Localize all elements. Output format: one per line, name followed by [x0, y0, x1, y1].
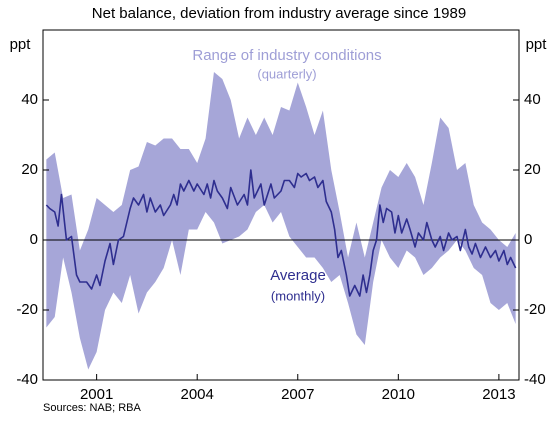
y-axis-label: ppt [526, 36, 548, 53]
chart-subtitle: Net balance, deviation from industry ave… [92, 5, 466, 22]
y-tick-label: -20 [16, 301, 38, 318]
y-tick-label: -40 [16, 371, 38, 388]
y-tick-label: -20 [524, 301, 546, 318]
y-axis-label: ppt [10, 36, 32, 53]
x-tick-label: 2001 [80, 386, 113, 403]
source: Sources: NAB; RBA [43, 402, 141, 414]
y-tick-label: 20 [21, 161, 38, 178]
x-tick-label: 2013 [482, 386, 515, 403]
y-tick-label: 40 [524, 91, 541, 108]
series-label: Average [270, 267, 326, 284]
y-tick-label: 20 [524, 161, 541, 178]
range-label: Range of industry conditions [192, 47, 381, 64]
plot-frame [42, 29, 520, 381]
series-note: (monthly) [271, 288, 325, 303]
range-note: (quarterly) [257, 66, 316, 81]
range-band [46, 72, 516, 370]
x-tick-label: 2004 [181, 386, 214, 403]
y-tick-label: 40 [21, 91, 38, 108]
x-tick-label: 2007 [281, 386, 314, 403]
y-tick-label: 0 [30, 231, 38, 248]
plot-area [43, 72, 519, 370]
y-tick-label: -40 [524, 371, 546, 388]
y-tick-label: 0 [524, 231, 532, 248]
series-line [45, 169, 517, 297]
x-tick-label: 2010 [382, 386, 415, 403]
